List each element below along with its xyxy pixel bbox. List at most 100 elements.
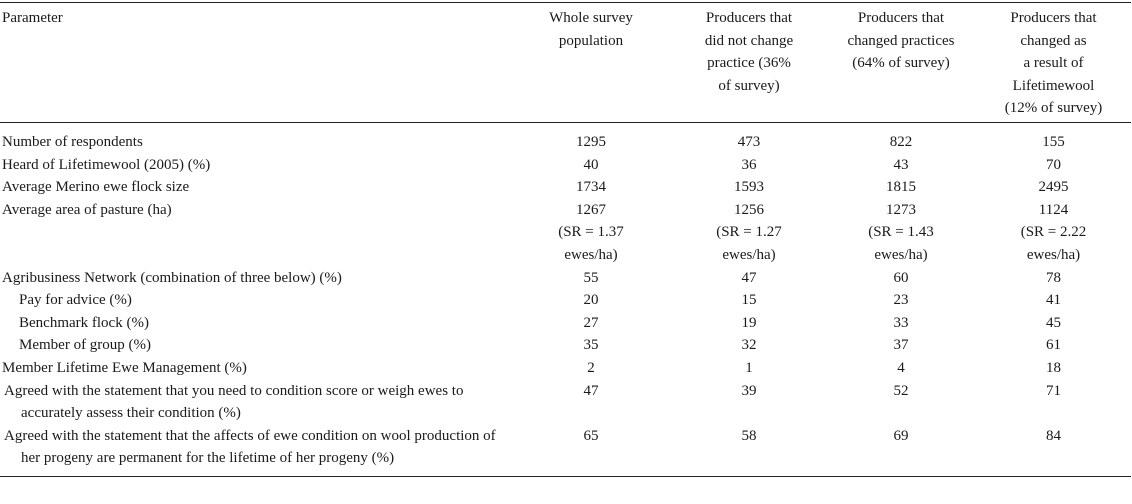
cell-did-not-change: 473 bbox=[737, 133, 761, 150]
cell-value: 1273 bbox=[886, 201, 916, 218]
header-row: Parameter Whole survey population Produc… bbox=[0, 2, 1131, 123]
table-row: Pay for advice (%) 20 15 23 41 bbox=[0, 289, 1131, 312]
cell-changed-lifetimewool: 2495 bbox=[1038, 179, 1069, 196]
row-label: Number of respondents bbox=[2, 133, 143, 150]
row-label: Benchmark flock (%) bbox=[19, 314, 149, 331]
cell-whole-survey: 1267 (SR = 1.37 ewes/ha) bbox=[510, 199, 672, 267]
row-label: Agribusiness Network (combination of thr… bbox=[2, 269, 342, 286]
header-line: did not change bbox=[704, 32, 794, 49]
cell-whole-survey: 40 bbox=[583, 156, 599, 173]
cell-did-not-change: 58 bbox=[672, 424, 826, 477]
cell-changed-practices: 60 bbox=[893, 269, 909, 286]
header-line: population bbox=[558, 32, 624, 49]
cell-whole-survey: 27 bbox=[583, 314, 599, 331]
cell-whole-survey: 47 bbox=[583, 382, 599, 399]
row-label-text: Agreed with the statement that you need … bbox=[4, 382, 464, 422]
cell-did-not-change: 1 bbox=[745, 359, 753, 376]
cell-whole-survey: 20 bbox=[583, 292, 599, 309]
table-row: Agribusiness Network (combination of thr… bbox=[0, 267, 1131, 290]
cell-changed-lifetimewool: 78 bbox=[1046, 269, 1061, 286]
header-line: Lifetimewool bbox=[1012, 77, 1095, 94]
cell-changed-lifetimewool: 71 bbox=[1046, 382, 1061, 399]
row-label: Heard of Lifetimewool (2005) (%) bbox=[2, 156, 211, 173]
cell-changed-lifetimewool: 1124 (SR = 2.22 ewes/ha) bbox=[976, 199, 1131, 267]
cell-changed-lifetimewool: 155 bbox=[1042, 133, 1065, 150]
stocking-rate-unit: ewes/ha) bbox=[722, 246, 776, 263]
row-label: Member Lifetime Ewe Management (%) bbox=[2, 359, 247, 376]
cell-value: 1124 bbox=[1038, 201, 1069, 218]
cell-whole-survey: 35 bbox=[583, 337, 599, 354]
cell-did-not-change: 15 bbox=[741, 292, 757, 309]
cell-changed-practices: 1815 bbox=[886, 179, 916, 196]
stocking-rate-line: (SR = 1.43 bbox=[868, 224, 934, 241]
header-line: changed as bbox=[1020, 32, 1087, 49]
column-header-did-not-change: Producers that did not change practice (… bbox=[672, 2, 826, 123]
header-line: practice (36% bbox=[707, 55, 791, 72]
cell-did-not-change: 39 bbox=[741, 382, 757, 399]
column-header-changed-lifetimewool: Producers that changed as a result of Li… bbox=[976, 2, 1131, 123]
cell-did-not-change: 19 bbox=[741, 314, 757, 331]
cell-whole-survey: 65 bbox=[510, 424, 672, 477]
cell-changed-lifetimewool: 70 bbox=[1046, 156, 1061, 173]
stocking-rate-line: (SR = 2.22 bbox=[1020, 224, 1087, 241]
table-row: Number of respondents 1295 473 822 155 bbox=[0, 122, 1131, 153]
row-label: Pay for advice (%) bbox=[19, 292, 132, 309]
column-header-changed-practices: Producers that changed practices (64% of… bbox=[826, 2, 976, 123]
cell-changed-lifetimewool: 84 bbox=[976, 424, 1131, 477]
cell-changed-practices: 37 bbox=[893, 337, 909, 354]
cell-did-not-change: 1593 bbox=[734, 179, 764, 196]
cell-changed-practices: 43 bbox=[893, 156, 909, 173]
survey-results-table: Parameter Whole survey population Produc… bbox=[0, 2, 1131, 477]
header-line: (64% of survey) bbox=[852, 55, 950, 72]
cell-changed-lifetimewool: 41 bbox=[1046, 292, 1061, 309]
cell-changed-lifetimewool: 61 bbox=[1046, 337, 1061, 354]
row-label: Agreed with the statement that the affec… bbox=[0, 424, 510, 477]
header-line: Producers that bbox=[857, 10, 945, 26]
stocking-rate-line: (SR = 1.37 bbox=[558, 224, 624, 241]
cell-whole-survey: 1295 bbox=[576, 133, 606, 150]
row-label: Average area of pasture (ha) bbox=[2, 201, 172, 218]
header-line: Producers that bbox=[705, 10, 793, 26]
cell-changed-practices: 822 bbox=[889, 133, 913, 150]
cell-changed-lifetimewool: 18 bbox=[1046, 359, 1061, 376]
header-line: Whole survey bbox=[549, 10, 633, 26]
table-row: Heard of Lifetimewool (2005) (%) 40 36 4… bbox=[0, 154, 1131, 177]
table-row: Benchmark flock (%) 27 19 33 45 bbox=[0, 312, 1131, 335]
cell-did-not-change: 36 bbox=[741, 156, 757, 173]
table-row: Agreed with the statement that the affec… bbox=[0, 424, 1131, 477]
cell-changed-practices: 4 bbox=[897, 359, 905, 376]
cell-changed-practices: 23 bbox=[893, 292, 909, 309]
table-row: Average Merino ewe flock size 1734 1593 … bbox=[0, 176, 1131, 199]
stocking-rate-unit: ewes/ha) bbox=[564, 246, 618, 263]
column-header-whole-survey: Whole survey population bbox=[510, 2, 672, 123]
cell-whole-survey: 1734 bbox=[576, 179, 606, 196]
stocking-rate-line: (SR = 1.27 bbox=[716, 224, 782, 241]
cell-did-not-change: 47 bbox=[741, 269, 757, 286]
cell-whole-survey: 55 bbox=[583, 269, 599, 286]
cell-changed-practices: 69 bbox=[826, 424, 976, 477]
cell-changed-lifetimewool: 45 bbox=[1046, 314, 1061, 331]
header-line: (12% of survey) bbox=[1004, 100, 1103, 117]
cell-whole-survey: 2 bbox=[587, 359, 595, 376]
header-line: a result of bbox=[1023, 55, 1084, 72]
cell-did-not-change: 1256 (SR = 1.27 ewes/ha) bbox=[672, 199, 826, 267]
row-label: Agreed with the statement that you need … bbox=[0, 380, 510, 425]
cell-value: 1256 bbox=[734, 201, 764, 218]
table-row: Agreed with the statement that you need … bbox=[0, 380, 1131, 425]
row-label: Average Merino ewe flock size bbox=[2, 179, 190, 196]
cell-did-not-change: 32 bbox=[741, 337, 757, 354]
row-label-text: Agreed with the statement that the affec… bbox=[4, 427, 496, 467]
table-row: Average area of pasture (ha) 1267 (SR = … bbox=[0, 199, 1131, 267]
row-label: Member of group (%) bbox=[19, 337, 152, 354]
cell-changed-practices: 1273 (SR = 1.43 ewes/ha) bbox=[826, 199, 976, 267]
cell-changed-practices: 52 bbox=[893, 382, 909, 399]
table-row: Member of group (%) 35 32 37 61 bbox=[0, 334, 1131, 357]
table-row: Member Lifetime Ewe Management (%) 2 1 4… bbox=[0, 357, 1131, 380]
column-header-parameter: Parameter bbox=[0, 2, 510, 123]
header-line: changed practices bbox=[847, 32, 955, 49]
cell-value: 1267 bbox=[576, 201, 606, 218]
stocking-rate-unit: ewes/ha) bbox=[874, 246, 928, 263]
header-line: of survey) bbox=[718, 77, 780, 94]
stocking-rate-unit: ewes/ha) bbox=[1026, 246, 1081, 263]
header-line: Producers that bbox=[1010, 10, 1097, 26]
